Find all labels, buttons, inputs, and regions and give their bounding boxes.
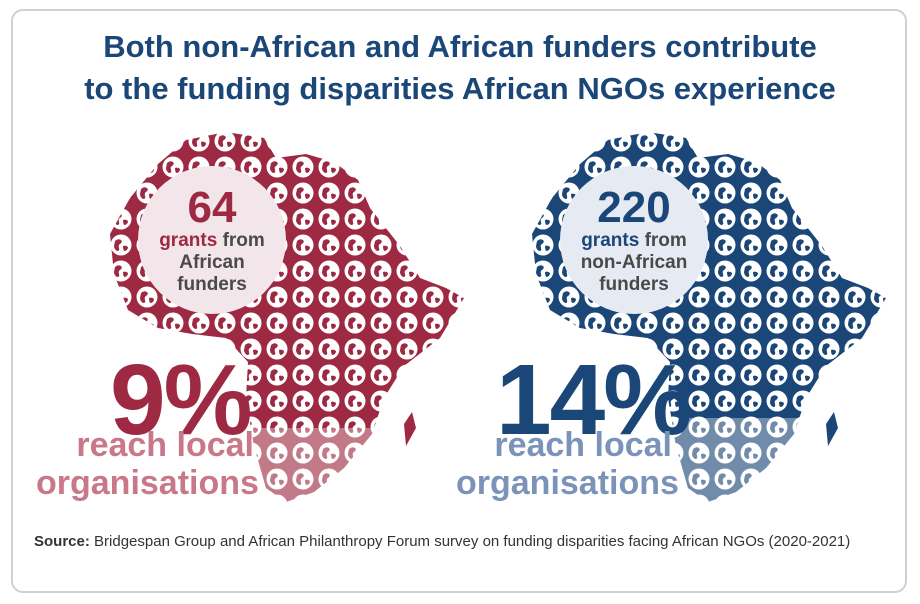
grants-word: grants	[581, 230, 640, 251]
reach-line-1: reach local	[76, 426, 254, 464]
title-line-2: to the funding disparities African NGOs …	[84, 71, 836, 106]
funder-type-line-1: African	[179, 252, 245, 273]
from-word: from	[222, 230, 265, 251]
source-text: Bridgespan Group and African Philanthrop…	[94, 533, 851, 550]
grants-count-african: 64	[187, 183, 237, 232]
percent-african: 9%	[110, 344, 253, 456]
grants-from-line-non-african: grants from	[560, 230, 708, 252]
source-note: Source: Bridgespan Group and African Phi…	[34, 532, 884, 552]
reach-label-non-african: reach local organisations	[456, 426, 679, 502]
infographic-title: Both non-African and African funders con…	[0, 26, 920, 110]
funder-type-line-2: funders	[177, 274, 247, 295]
grants-from-line-african: grants from	[138, 230, 286, 252]
from-word: from	[644, 230, 687, 251]
reach-label-african: reach local organisations	[36, 426, 259, 502]
grants-bubble-non-african: 220 grants from non-African funders	[560, 166, 708, 314]
reach-line-2: organisations	[456, 464, 679, 502]
grants-count-non-african: 220	[597, 183, 671, 232]
reach-line-1: reach local	[494, 426, 672, 464]
source-label: Source:	[34, 533, 90, 550]
reach-line-2: organisations	[36, 464, 259, 502]
title-line-1: Both non-African and African funders con…	[103, 29, 817, 64]
percent-non-african: 14%	[496, 344, 692, 456]
funder-type-line-1: non-African	[580, 252, 688, 273]
grants-bubble-african: 64 grants from African funders	[138, 166, 286, 314]
grants-word: grants	[159, 230, 218, 251]
funder-type-line-2: funders	[599, 274, 669, 295]
